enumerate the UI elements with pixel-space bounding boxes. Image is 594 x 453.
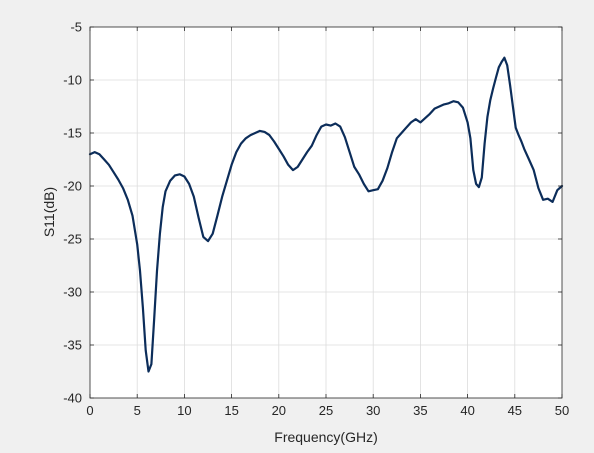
y-tick-label: -35 (63, 338, 82, 353)
y-tick-label: -5 (70, 20, 82, 35)
tick-marks (89, 26, 563, 399)
x-axis-label: Frequency(GHz) (274, 429, 377, 445)
x-tick-label: 5 (134, 403, 141, 418)
y-tick-label: -30 (63, 285, 82, 300)
x-tick-label: 35 (413, 403, 427, 418)
y-tick-label: -20 (63, 179, 82, 194)
y-tick-labels: -40 -35 -30 -25 -20 -15 -10 -5 (63, 20, 82, 406)
y-tick-label: -10 (63, 73, 82, 88)
x-tick-label: 40 (460, 403, 474, 418)
x-tick-label: 25 (319, 403, 333, 418)
x-tick-label: 45 (508, 403, 522, 418)
x-tick-label: 30 (366, 403, 380, 418)
series-line-s11 (88, 56, 564, 373)
x-tick-label: 10 (177, 403, 191, 418)
x-tick-label: 0 (86, 403, 93, 418)
y-axis-label: S11(dB) (41, 187, 57, 237)
x-tick-label: 20 (272, 403, 286, 418)
grid-lines (90, 27, 562, 398)
x-tick-label: 50 (555, 403, 569, 418)
x-tick-labels: 0 5 10 15 20 25 30 35 40 45 50 (86, 403, 569, 418)
y-tick-label: -15 (63, 126, 82, 141)
x-tick-label: 15 (224, 403, 238, 418)
y-tick-label: -25 (63, 232, 82, 247)
y-tick-label: -40 (63, 391, 82, 406)
